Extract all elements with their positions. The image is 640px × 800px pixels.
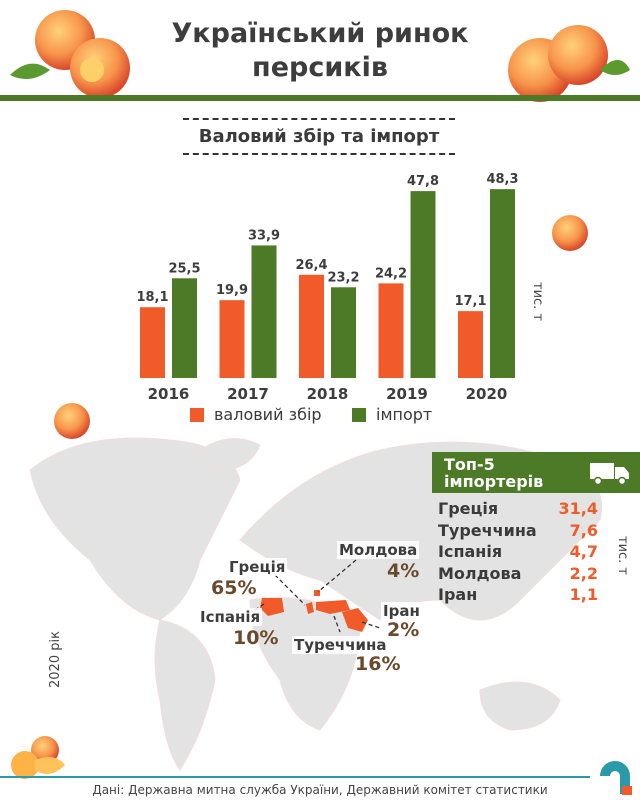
legend-label: імпорт (376, 405, 433, 424)
map-pct-turkey: 16% (355, 653, 401, 675)
peach-illustration (10, 10, 630, 779)
x-tick-label: 2020 (466, 385, 508, 400)
map-label-moldova: Молдова (337, 541, 420, 559)
highlighted-countries (260, 590, 368, 632)
data-label: 26,4 (295, 258, 327, 273)
bar-chart: 18,125,5 2016 19,9 33,9 2017 26,423,2 2018 24,2… (136, 172, 518, 400)
x-tick-label: 2017 (227, 385, 269, 400)
importer-country: Туреччина (438, 520, 537, 540)
importer-value: 4,7 (569, 542, 598, 561)
bar-import-2020 (490, 189, 515, 378)
importer-value: 2,2 (569, 563, 598, 583)
map-pct-moldova: 4% (387, 560, 420, 582)
truck-icon (590, 463, 629, 485)
data-label: 24,2 (375, 266, 407, 281)
bar-harvest-2016 (140, 307, 165, 378)
map-pct-iran: 2% (387, 619, 420, 641)
importer-country: Іспанія (438, 542, 503, 561)
page-title: Український ринок (171, 18, 469, 49)
importers-title: Топ-5 (444, 455, 495, 474)
data-label: 25,5 (168, 261, 200, 276)
data-label: 18,1 (136, 290, 168, 305)
importer-value: 1,1 (569, 585, 598, 604)
importer-country: Іран (438, 585, 478, 604)
importer-row: Туреччина 7,6 (438, 521, 598, 540)
importers-unit: тис. т (615, 536, 630, 576)
footer-divider (0, 776, 590, 778)
bar-harvest-2019 (378, 283, 404, 378)
map-label-turkey: Туреччина (292, 636, 389, 654)
map-pct-greece: 65% (211, 577, 257, 599)
bar-import-2016 (172, 278, 197, 378)
header-divider (0, 95, 640, 101)
legend-swatch-import (352, 407, 366, 422)
x-tick-label: 2019 (386, 385, 428, 400)
importer-country: Молдова (438, 563, 522, 583)
bar-import-2018 (331, 287, 356, 378)
chart-unit: тис. т (530, 282, 545, 322)
importer-row: Іран 1,1 (438, 585, 598, 604)
importer-row: Греція 31,4 (438, 499, 598, 518)
data-label: 48,3 (486, 172, 518, 187)
bar-harvest-2020 (458, 311, 483, 378)
legend-swatch-harvest (190, 407, 204, 422)
data-label: 19,9 (216, 283, 248, 298)
legend-import: імпорт (352, 405, 432, 424)
bar-harvest-2018 (299, 274, 324, 378)
importer-row: Молдова 2,2 (438, 564, 598, 583)
data-label: 33,9 (248, 228, 280, 243)
map-label-iran: Іран (381, 602, 422, 620)
bar-harvest-2017 (219, 300, 245, 378)
legend-label: валовий збір (214, 405, 322, 424)
importer-value: 31,4 (558, 499, 598, 518)
chart-subtitle: Валовий збір та імпорт (183, 118, 455, 155)
logo (600, 761, 632, 795)
source-note: Дані: Державна митна служба України, Дер… (92, 783, 548, 797)
importer-country: Греція (438, 499, 499, 518)
map-label-spain: Іспанія (198, 608, 263, 626)
legend-harvest: валовий збір (190, 405, 322, 424)
data-label: 17,1 (454, 294, 486, 309)
bar-import-2017 (251, 245, 277, 378)
importer-row: Іспанія 4,7 (438, 542, 598, 561)
x-tick-label: 2018 (307, 385, 349, 400)
importers-header: Топ-5 імпортерів (432, 452, 640, 493)
map-label-greece: Греція (227, 558, 288, 576)
map-year-label: 2020 рік (48, 631, 63, 688)
page-title-line2: персиків (252, 52, 388, 83)
x-tick-label: 2016 (148, 385, 190, 400)
data-label: 23,2 (327, 270, 359, 285)
map-pct-spain: 10% (233, 627, 279, 649)
map-leader-lines (254, 559, 381, 633)
data-label: 47,8 (407, 174, 439, 189)
bar-import-2019 (410, 191, 436, 378)
importers-title-line2: імпортерів (444, 472, 544, 491)
importer-value: 7,6 (569, 520, 598, 540)
